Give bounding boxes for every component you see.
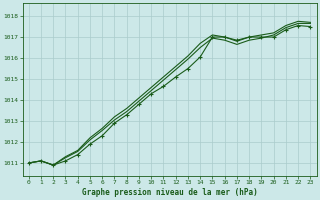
X-axis label: Graphe pression niveau de la mer (hPa): Graphe pression niveau de la mer (hPa)	[82, 188, 258, 197]
